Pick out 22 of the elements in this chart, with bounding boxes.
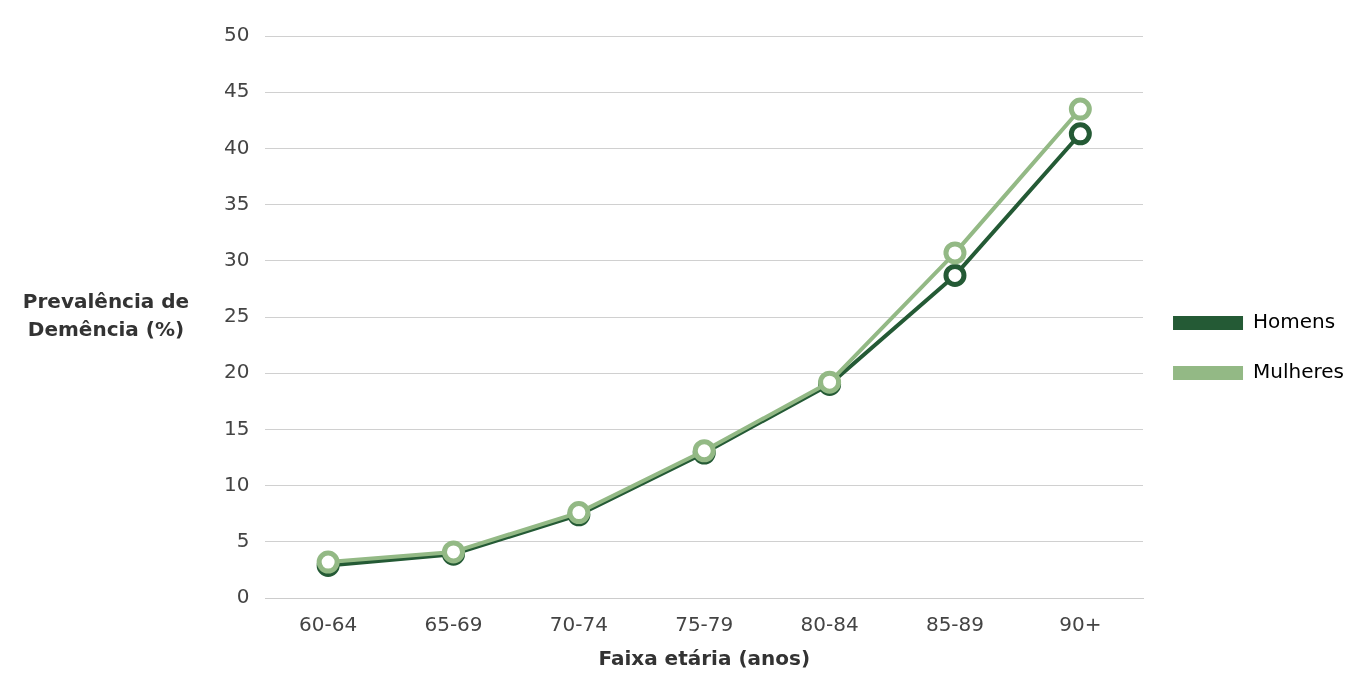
legend-label: Homens: [1253, 309, 1336, 334]
y-tick-label: 20: [224, 359, 250, 384]
y-tick-label: 35: [224, 190, 250, 215]
y-tick-label: 30: [224, 247, 250, 271]
x-tick-label: 75-79: [675, 612, 734, 637]
y-tick-label: 10: [224, 471, 250, 496]
y-tick-label: 0: [236, 584, 250, 609]
y-axis-title: Prevalência de Demência (%): [22, 289, 190, 342]
y-tick-label: 5: [236, 528, 250, 552]
x-tick-label: 85-89: [925, 612, 985, 637]
y-tick-label: 50: [224, 22, 250, 47]
y-tick-label: 40: [224, 134, 250, 159]
x-tick-label: 70-74: [549, 612, 608, 637]
x-axis-title: Faixa etária (anos): [598, 646, 811, 671]
y-tick-label: 45: [224, 78, 250, 103]
legend-label: Mulheres: [1253, 359, 1345, 384]
x-tick-label: 80-84: [800, 612, 859, 637]
x-tick-label: 65-69: [424, 612, 483, 637]
y-tick-label: 15: [224, 415, 250, 440]
y-tick-label: 25: [224, 303, 250, 328]
x-tick-label: 90+: [1059, 612, 1102, 637]
x-tick-label: 60-64: [299, 612, 358, 637]
